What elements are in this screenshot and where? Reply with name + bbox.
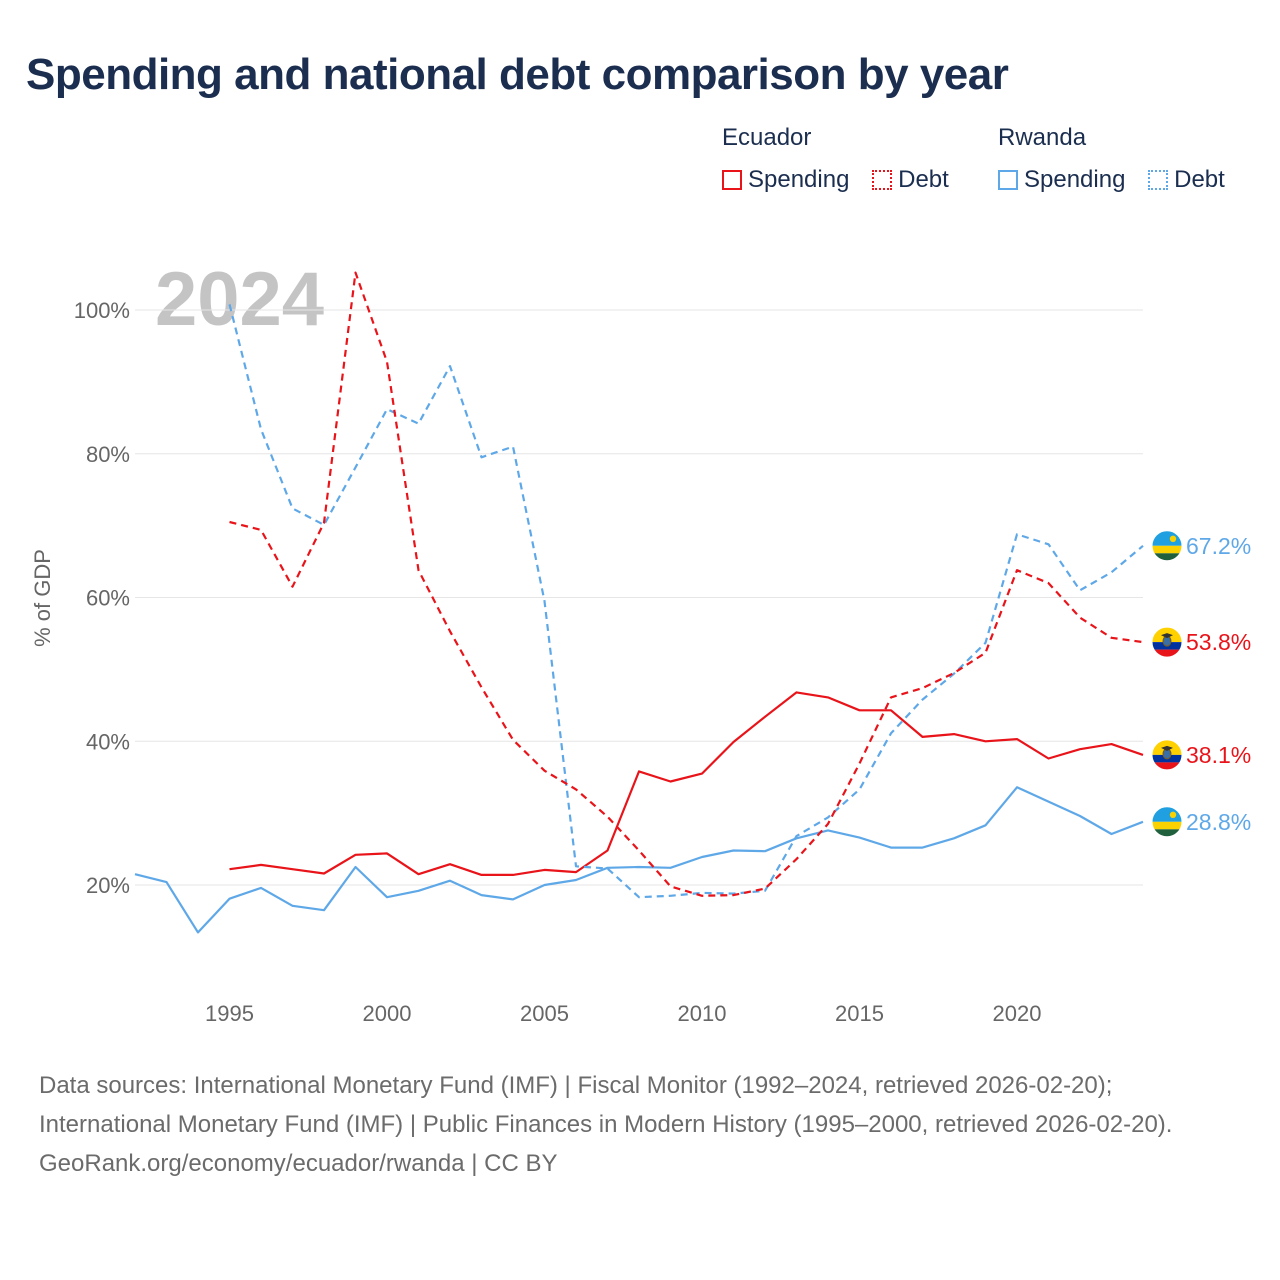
ecuador-flag-icon (1151, 626, 1183, 658)
rwanda-flag-icon (1151, 806, 1183, 838)
rwanda-flag-icon (1151, 530, 1183, 562)
dotted-line-swatch-icon (872, 170, 893, 190)
footer: Data sources: International Monetary Fun… (39, 1066, 1239, 1183)
end-labels: 38.1% 53.8% 28.8% 67.2% (1151, 530, 1251, 838)
solid-line-swatch-icon (722, 170, 742, 190)
y-tick-label: 20% (86, 873, 130, 898)
legend-country-name: Ecuador (722, 124, 812, 151)
legend-group-ecuador: Ecuador Spending Debt (722, 124, 965, 197)
y-axis: 20% 40% 60% 80% 100% (74, 298, 130, 898)
data-sources: Data sources: International Monetary Fun… (39, 1072, 1173, 1138)
dotted-line-swatch-icon (1148, 170, 1169, 190)
x-axis: 1995 2000 2005 2010 2015 2020 (205, 1001, 1041, 1026)
legend-group-rwanda: Rwanda Spending Debt (998, 124, 1241, 197)
line-chart: 2024 20% 40% 60% 80% 100% 1995 2000 2005 2010 20… (30, 257, 1251, 1026)
series-line-rwanda-debt[interactable] (228, 304, 1144, 899)
legend-item-rwanda-debt[interactable]: Debt (1148, 166, 1225, 194)
series-line-ecuador-spending[interactable] (229, 691, 1144, 877)
x-tick-label: 2015 (835, 1001, 884, 1026)
legend-country-name: Rwanda (998, 124, 1087, 151)
legend-label: Spending (748, 166, 850, 193)
series-line-rwanda-spending[interactable] (134, 786, 1144, 934)
x-tick-label: 2010 (678, 1001, 727, 1026)
ecuador-flag-icon (1151, 739, 1183, 771)
solid-line-swatch-icon (998, 170, 1018, 190)
end-value-label: 67.2% (1186, 533, 1251, 559)
y-tick-label: 100% (74, 298, 130, 323)
y-tick-label: 80% (86, 442, 130, 467)
series-line-ecuador-debt[interactable] (229, 271, 1144, 897)
legend-label: Debt (898, 166, 949, 193)
legend-label: Spending (1024, 166, 1126, 193)
x-tick-label: 2000 (363, 1001, 412, 1026)
credit-link[interactable]: GeoRank.org/economy/ecuador/rwanda | CC … (39, 1150, 558, 1177)
legend-item-ecuador-debt[interactable]: Debt (872, 166, 949, 194)
y-tick-label: 60% (86, 586, 130, 611)
series-lines (134, 271, 1144, 934)
end-value-label: 28.8% (1186, 809, 1251, 835)
y-axis-label: % of GDP (30, 549, 55, 647)
legend-label: Debt (1174, 166, 1225, 193)
year-watermark: 2024 (155, 257, 324, 342)
chart-title: Spending and national debt comparison by… (26, 50, 1009, 99)
x-tick-label: 2020 (993, 1001, 1042, 1026)
gridlines (135, 309, 1143, 886)
x-tick-label: 2005 (520, 1001, 569, 1026)
legend-item-rwanda-spending[interactable]: Spending (998, 166, 1125, 194)
x-tick-label: 1995 (205, 1001, 254, 1026)
end-value-label: 53.8% (1186, 629, 1251, 655)
y-tick-label: 40% (86, 729, 130, 754)
end-value-label: 38.1% (1186, 742, 1251, 768)
legend-item-ecuador-spending[interactable]: Spending (722, 166, 849, 194)
